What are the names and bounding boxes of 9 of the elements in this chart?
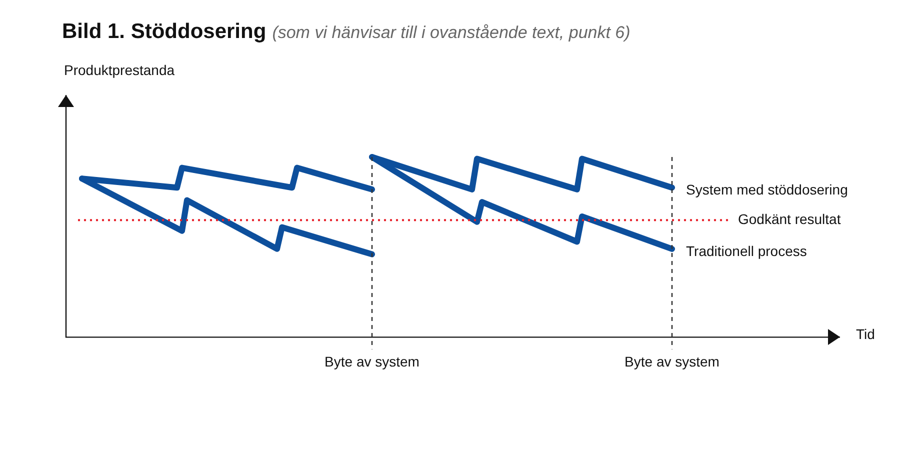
x-tick-label: Byte av system xyxy=(624,353,720,370)
text: Tid xyxy=(856,326,875,342)
series-label: Traditionell process xyxy=(686,242,807,259)
ref-line-label: Godkänt resultat xyxy=(738,210,841,227)
text: Produktprestanda xyxy=(64,62,175,78)
chart-subtitle: (som vi hänvisar till i ovanstående text, punkt 6) xyxy=(272,23,630,42)
chart-title: Bild 1. Stöddosering xyxy=(62,20,266,43)
x-tick-label: Byte av system xyxy=(324,353,420,370)
series-label: System med stöddosering xyxy=(686,181,848,198)
